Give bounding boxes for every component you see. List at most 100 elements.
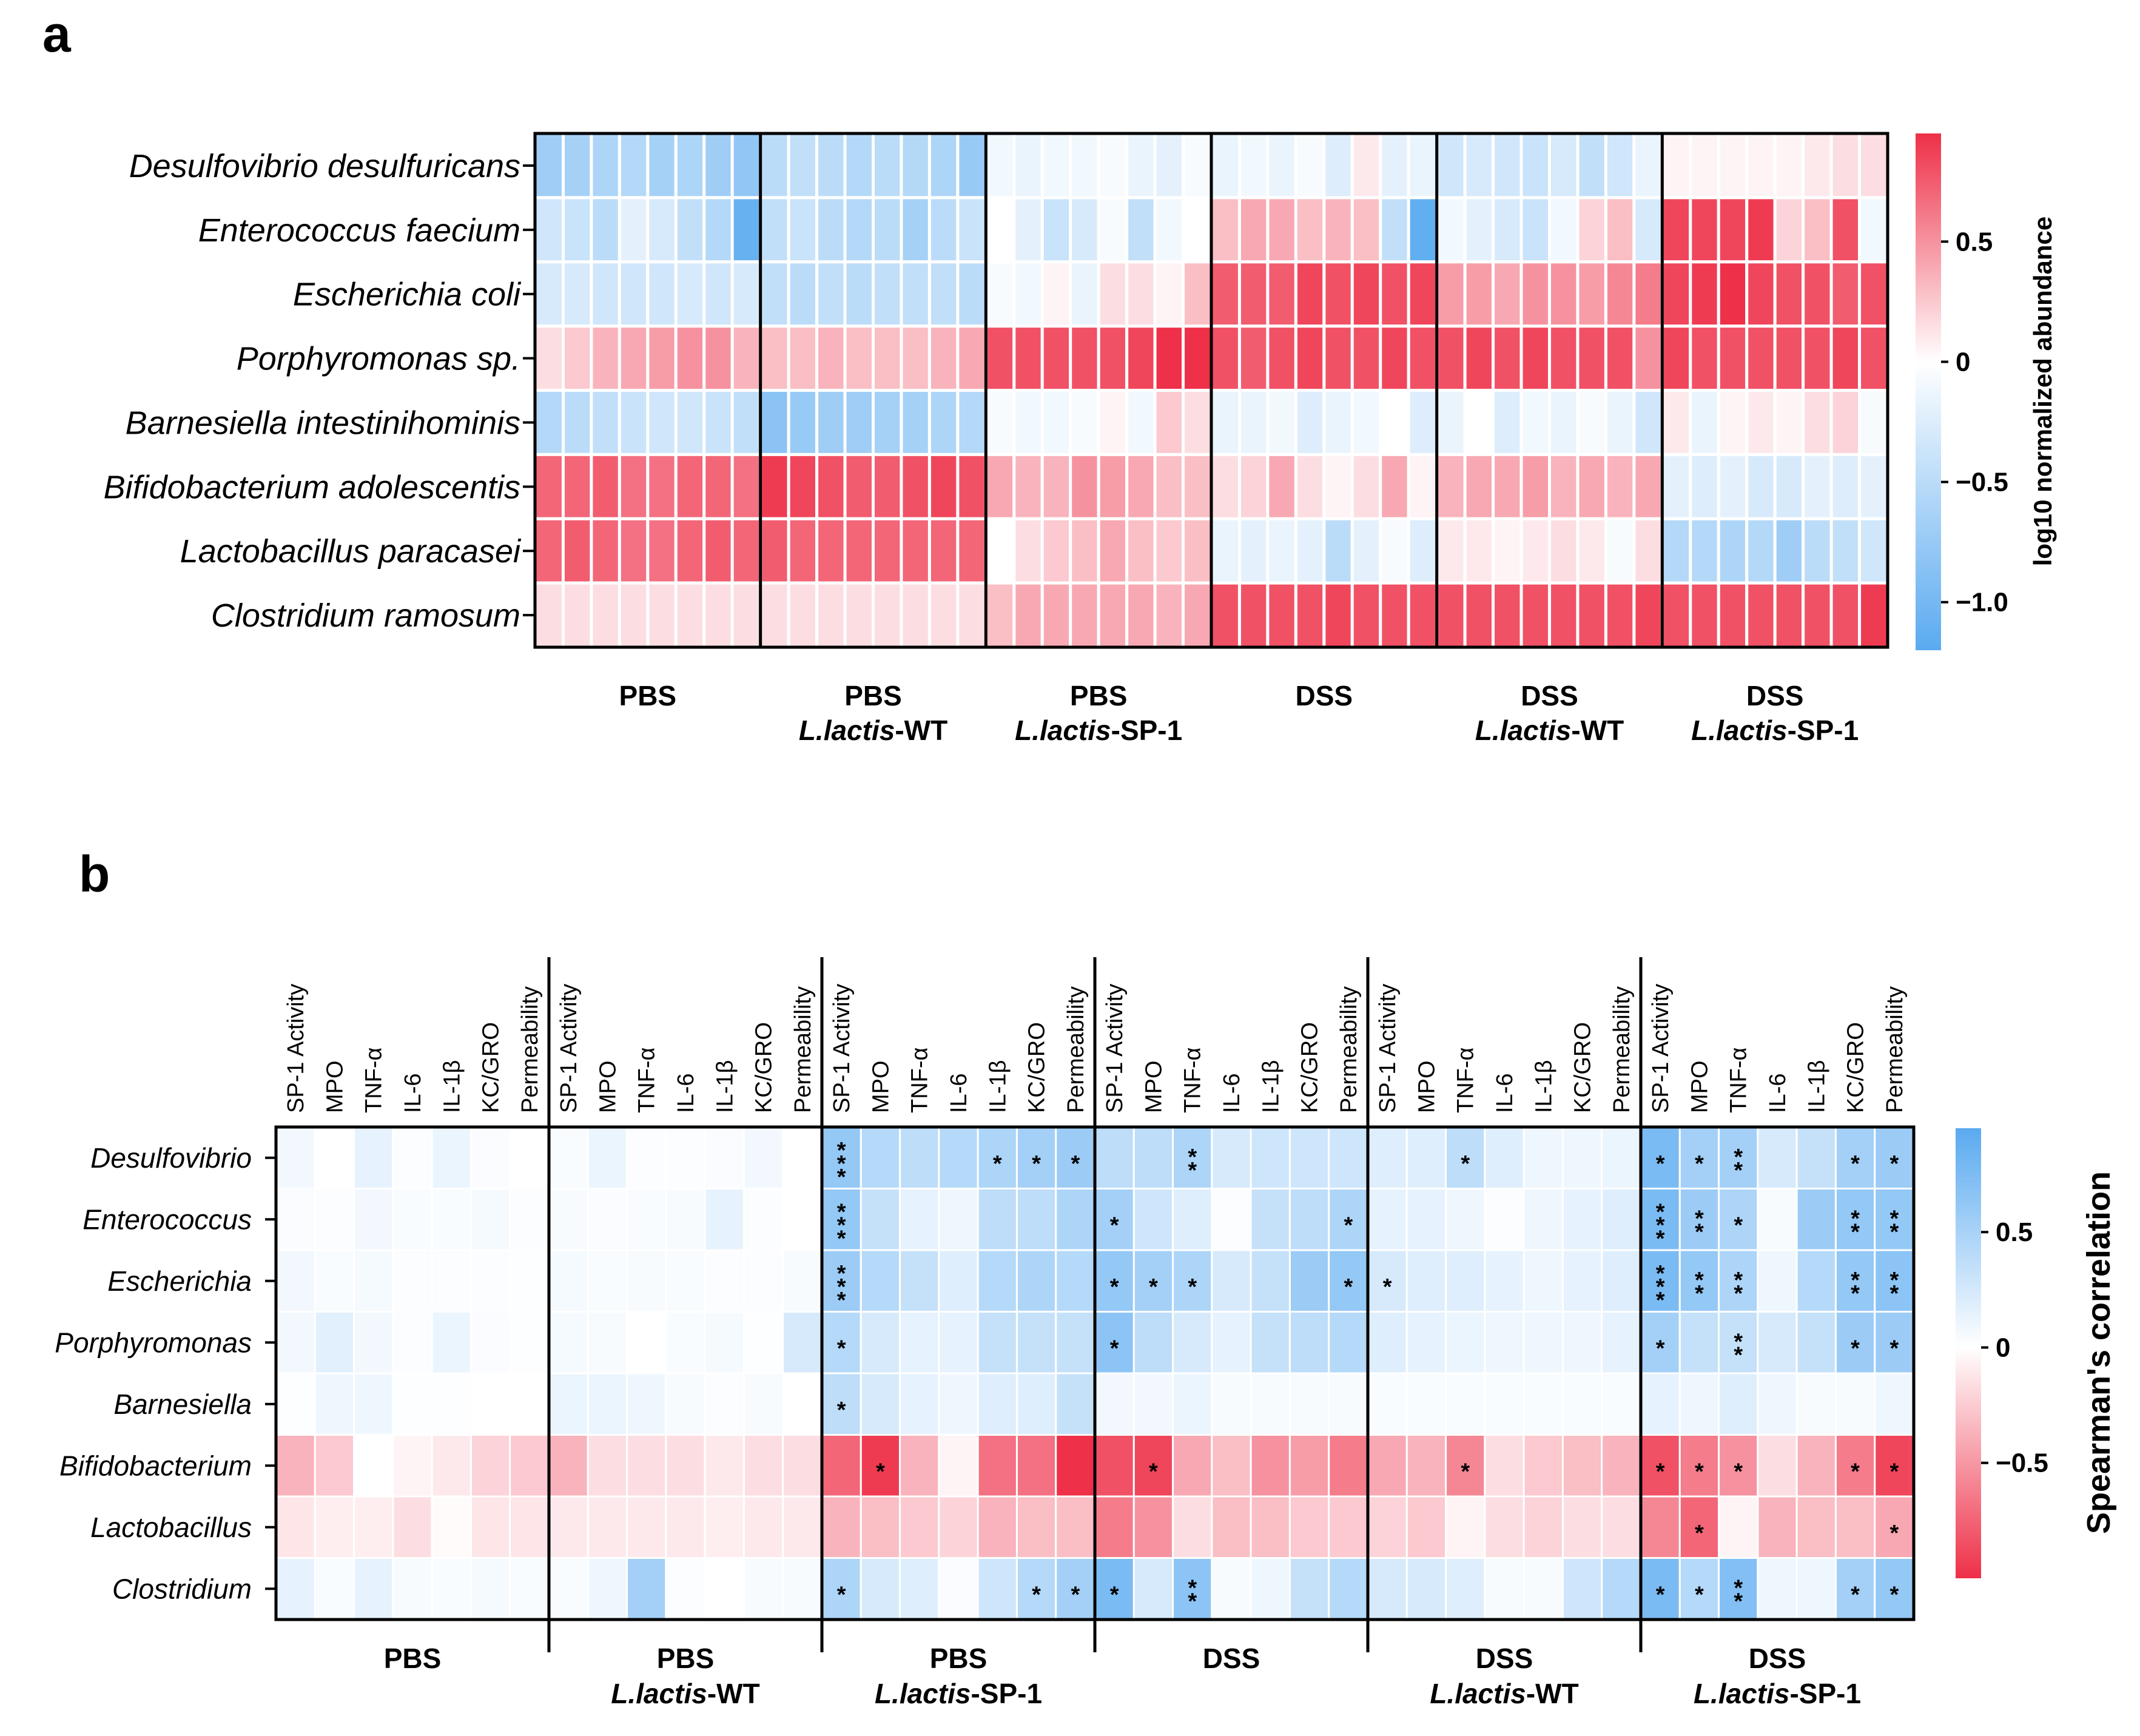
significance-mark-r7-c14-0: * — [837, 1582, 846, 1607]
heatmap-a-cell-r1-c25 — [1237, 196, 1270, 264]
heatmap-b-cell-r6-c7 — [548, 1495, 589, 1559]
heatmap-b-cell-r7-c28 — [1367, 1557, 1408, 1621]
significance-mark-r2-c37-0: * — [1734, 1268, 1743, 1293]
heatmap-b-cell-r4-c5 — [469, 1372, 511, 1436]
significance-mark-r2-c28-0: * — [1383, 1274, 1392, 1300]
heatmap-b-cell-r6-c9 — [626, 1495, 667, 1559]
significance-mark-r0-c40-0: * — [1851, 1151, 1860, 1177]
heatmap-a-cell-r1-c0 — [533, 196, 565, 264]
heatmap-a-cell-r3-c13 — [900, 325, 931, 392]
heatmap-b-cell-r6-c34 — [1601, 1495, 1642, 1559]
column-label-b-33-kc-gro: KC/GRO — [1570, 1022, 1596, 1113]
heatmap-b-cell-r7-c16 — [899, 1557, 940, 1621]
significance-mark-r7-c37-1: * — [1734, 1589, 1743, 1614]
significance-mark-r3-c37-0: * — [1734, 1329, 1743, 1354]
heatmap-a-cell-r1-c8 — [759, 196, 790, 264]
heatmap-a-cell-r4-c13 — [900, 389, 931, 456]
heatmap-a-cell-r2-c32 — [1435, 260, 1467, 328]
column-label-b-24-il-6: IL-6 — [1219, 1074, 1245, 1113]
heatmap-a-cell-r7-c12 — [872, 581, 903, 649]
heatmap-a-cell-r6-c40 — [1660, 517, 1692, 585]
significance-mark-r2-c40-0: * — [1851, 1268, 1860, 1293]
heatmap-b-cell-r4-c9 — [626, 1372, 667, 1436]
heatmap-a-cell-r4-c5 — [674, 389, 706, 456]
heatmap-b-cell-r7-c27 — [1328, 1557, 1369, 1621]
b-group-label-1: PBS — [657, 1643, 715, 1674]
heatmap-a-cell-r2-c19 — [1069, 260, 1100, 328]
heatmap-a-cell-r4-c33 — [1463, 389, 1495, 456]
column-label-b-30-tnf: TNF-α — [1453, 1048, 1479, 1114]
heatmap-b-cell-r1-c7 — [548, 1188, 589, 1251]
heatmap-a-cell-r2-c23 — [1182, 260, 1213, 328]
heatmap-a-cell-r7-c8 — [759, 581, 790, 649]
heatmap-a-cell-r1-c37 — [1576, 196, 1607, 264]
significance-mark-r7-c19-0: * — [1032, 1582, 1041, 1607]
heatmap-a-cell-r7-c44 — [1773, 581, 1805, 649]
heatmap-a-cell-r3-c26 — [1266, 325, 1297, 392]
heatmap-a-cell-r1-c40 — [1660, 196, 1692, 264]
heatmap-a-cell-r0-c24 — [1210, 132, 1241, 200]
heatmap-a-cell-r0-c7 — [730, 132, 762, 200]
heatmap-b-cell-r3-c31 — [1484, 1311, 1525, 1374]
heatmap-b-cell-r5-c20 — [1055, 1434, 1096, 1498]
heatmap-b-cell-r0-c8 — [587, 1126, 628, 1189]
heatmap-b-cell-r4-c27 — [1328, 1372, 1369, 1436]
significance-mark-r3-c40-0: * — [1851, 1336, 1860, 1361]
heatmap-b-cell-r2-c33 — [1561, 1249, 1603, 1313]
significance-mark-r0-c23-1: * — [1188, 1158, 1197, 1183]
panel-a-colorbar — [1916, 133, 1941, 650]
heatmap-a-cell-r1-c27 — [1294, 196, 1326, 264]
heatmap-a-cell-r0-c47 — [1858, 132, 1889, 200]
heatmap-b-cell-r5-c24 — [1211, 1434, 1252, 1498]
significance-mark-r0-c19-0: * — [1032, 1151, 1041, 1177]
column-label-b-27-permeability: Permeability — [1336, 986, 1362, 1113]
b-group-sublabel-1: L.lactis-WT — [611, 1678, 759, 1709]
heatmap-a-cell-r3-c19 — [1069, 325, 1100, 392]
heatmap-a-cell-r4-c32 — [1435, 389, 1467, 456]
significance-mark-r0-c23-0: * — [1188, 1145, 1197, 1170]
heatmap-a-cell-r6-c12 — [872, 517, 903, 585]
heatmap-a-cell-r2-c29 — [1350, 260, 1382, 328]
heatmap-b-cell-r2-c1 — [314, 1249, 355, 1313]
heatmap-a-cell-r3-c27 — [1294, 325, 1326, 392]
heatmap-a-cell-r4-c24 — [1210, 389, 1241, 456]
heatmap-a-cell-r5-c9 — [787, 453, 819, 520]
heatmap-a-cell-r7-c37 — [1576, 581, 1607, 649]
heatmap-a-cell-r5-c17 — [1012, 453, 1044, 520]
heatmap-b-cell-r4-c1 — [314, 1372, 355, 1436]
heatmap-b-cell-r4-c41 — [1874, 1372, 1915, 1436]
heatmap-a-cell-r6-c3 — [617, 517, 650, 585]
heatmap-a-cell-r1-c36 — [1548, 196, 1580, 264]
heatmap-a-cell-r6-c13 — [900, 517, 931, 585]
heatmap-a-cell-r3-c43 — [1745, 325, 1777, 392]
row-label-a-barnesiella-intestinihominis: Barnesiella intestinihominis — [126, 405, 520, 441]
column-label-b-18-il-1: IL-1β — [985, 1060, 1011, 1113]
heatmap-b-cell-r2-c0 — [275, 1249, 316, 1313]
heatmap-b-cell-r1-c39 — [1795, 1188, 1837, 1251]
heatmap-b-cell-r0-c30 — [1445, 1126, 1486, 1189]
significance-mark-r7-c36-0: * — [1695, 1582, 1704, 1607]
heatmap-a-cell-r1-c1 — [561, 196, 593, 264]
heatmap-a-cell-r6-c41 — [1689, 517, 1720, 585]
heatmap-a-cell-r1-c19 — [1069, 196, 1100, 264]
heatmap-b-cell-r7-c3 — [392, 1557, 433, 1621]
significance-mark-r2-c27-0: * — [1344, 1274, 1353, 1300]
heatmap-a-cell-r6-c42 — [1717, 517, 1749, 585]
heatmap-b-cell-r0-c15 — [860, 1126, 901, 1189]
heatmap-b-cell-r1-c40 — [1834, 1188, 1876, 1251]
heatmap-a-cell-r5-c30 — [1379, 453, 1410, 520]
heatmap-a-cell-r1-c10 — [815, 196, 847, 264]
row-label-b-escherichia: Escherichia — [107, 1265, 252, 1297]
row-label-b-clostridium: Clostridium — [112, 1573, 252, 1604]
heatmap-b-cell-r0-c9 — [626, 1126, 667, 1189]
heatmap-a-cell-r6-c19 — [1069, 517, 1100, 585]
significance-mark-r2-c23-0: * — [1188, 1274, 1197, 1300]
heatmap-a-cell-r4-c30 — [1379, 389, 1410, 456]
heatmap-b-cell-r1-c28 — [1367, 1188, 1408, 1251]
colorbar-a-tick-label-0: 0.5 — [1956, 227, 1993, 257]
heatmap-b-cell-r7-c14 — [821, 1557, 862, 1621]
heatmap-a-cell-r6-c30 — [1379, 517, 1410, 585]
heatmap-b-cell-r6-c33 — [1561, 1495, 1603, 1559]
heatmap-b-cell-r0-c3 — [392, 1126, 433, 1189]
significance-mark-r2-c35-2: * — [1656, 1288, 1665, 1313]
